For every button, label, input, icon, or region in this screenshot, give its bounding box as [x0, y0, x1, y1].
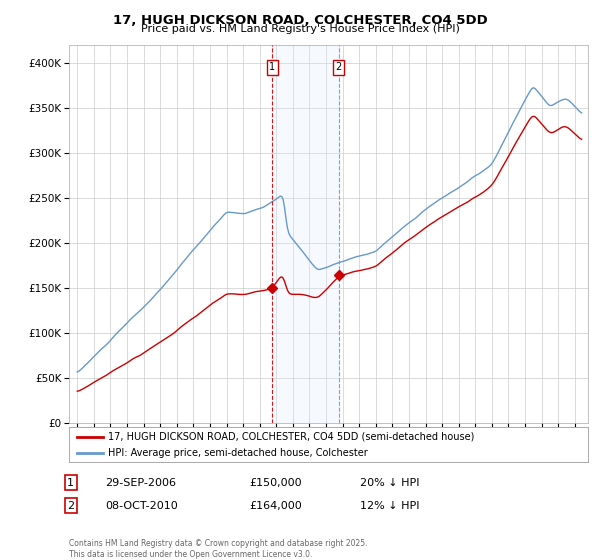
- Bar: [272, 45, 339, 423]
- Text: £164,000: £164,000: [249, 501, 302, 511]
- Text: 20% ↓ HPI: 20% ↓ HPI: [360, 478, 419, 488]
- Text: 29-SEP-2006: 29-SEP-2006: [105, 478, 176, 488]
- Text: Price paid vs. HM Land Registry's House Price Index (HPI): Price paid vs. HM Land Registry's House …: [140, 24, 460, 34]
- Text: 1: 1: [67, 478, 74, 488]
- Text: 08-OCT-2010: 08-OCT-2010: [105, 501, 178, 511]
- Text: 17, HUGH DICKSON ROAD, COLCHESTER, CO4 5DD: 17, HUGH DICKSON ROAD, COLCHESTER, CO4 5…: [113, 14, 487, 27]
- Text: 12% ↓ HPI: 12% ↓ HPI: [360, 501, 419, 511]
- Text: Contains HM Land Registry data © Crown copyright and database right 2025.
This d: Contains HM Land Registry data © Crown c…: [69, 539, 367, 559]
- Text: 2: 2: [67, 501, 74, 511]
- Text: 1: 1: [269, 62, 275, 72]
- Text: 17, HUGH DICKSON ROAD, COLCHESTER, CO4 5DD (semi-detached house): 17, HUGH DICKSON ROAD, COLCHESTER, CO4 5…: [108, 432, 475, 442]
- Text: HPI: Average price, semi-detached house, Colchester: HPI: Average price, semi-detached house,…: [108, 447, 368, 458]
- Text: 2: 2: [335, 62, 342, 72]
- Text: £150,000: £150,000: [249, 478, 302, 488]
